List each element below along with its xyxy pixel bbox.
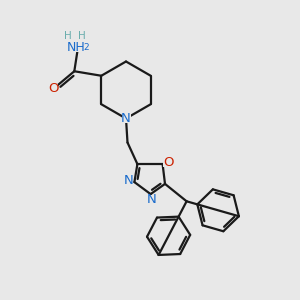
Text: NH: NH bbox=[67, 41, 85, 54]
FancyBboxPatch shape bbox=[49, 84, 58, 92]
FancyBboxPatch shape bbox=[122, 114, 130, 123]
Text: N: N bbox=[124, 174, 134, 188]
FancyBboxPatch shape bbox=[125, 177, 133, 185]
Text: H: H bbox=[64, 32, 72, 41]
Text: N: N bbox=[121, 112, 131, 125]
Text: N: N bbox=[146, 193, 156, 206]
Text: 2: 2 bbox=[83, 43, 89, 52]
FancyBboxPatch shape bbox=[147, 195, 155, 204]
Text: O: O bbox=[163, 156, 173, 170]
FancyBboxPatch shape bbox=[70, 43, 86, 52]
Text: H: H bbox=[78, 32, 86, 41]
Text: O: O bbox=[48, 82, 58, 95]
FancyBboxPatch shape bbox=[164, 159, 172, 167]
